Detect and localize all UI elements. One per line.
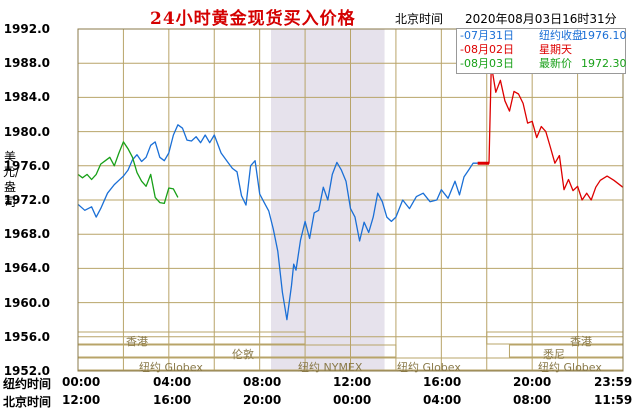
y-tick-label: 1968.0: [3, 227, 50, 242]
x-axis-beijing-label: 北京时间: [3, 395, 52, 409]
x-tick-label: 20:00: [513, 375, 552, 389]
legend-row-jul31: -07月31日 纽约收盘 1976.10: [457, 29, 627, 43]
chart-legend: -07月31日 纽约收盘 1976.10 -08月02日 星期天 -08月03日…: [456, 28, 627, 74]
series-line-1: [477, 64, 624, 201]
market-label-newyork-nymex: 纽约 NYMEX: [298, 361, 363, 374]
y-tick-label: 1980.0: [3, 124, 50, 139]
y-tick-label: 1956.0: [3, 329, 50, 344]
price-series: [77, 64, 624, 321]
series-line-2: [77, 141, 179, 205]
y-tick-label: 1952.0: [3, 364, 50, 378]
x-axis-beijing-row: 北京时间 12:00 16:00 20:00 00:00 04:00 08:00…: [0, 393, 637, 409]
x-tick-label: 12:00: [62, 393, 101, 407]
x-tick-label: 16:00: [423, 375, 462, 389]
y-tick-label: 1964.0: [3, 261, 50, 276]
x-axis-newyork-row: 纽约时间 00:00 04:00 08:00 12:00 16:00 20:00…: [0, 375, 637, 391]
legend-date: -08月02日: [460, 43, 514, 56]
market-label-london: 伦敦: [232, 348, 254, 361]
chart-title: 24小时黄金现货买入价格: [150, 9, 356, 29]
y-tick-label: 1976.0: [3, 158, 50, 173]
y-tick-label: 1984.0: [3, 90, 50, 105]
legend-date: -08月03日: [460, 57, 514, 70]
x-tick-label: 04:00: [153, 375, 192, 389]
x-tick-label: 00:00: [333, 393, 372, 407]
update-timestamp: 2020年08月03日16时31分: [465, 12, 617, 26]
x-tick-label: 23:59: [594, 375, 633, 389]
x-tick-label: 04:00: [423, 393, 462, 407]
market-label-newyork-globex: 纽约 Globex: [538, 361, 602, 374]
x-tick-label: 08:00: [513, 393, 552, 407]
x-tick-label: 00:00: [62, 375, 101, 389]
legend-name: 纽约收盘: [539, 29, 583, 42]
market-label-hongkong: 香港: [570, 335, 592, 348]
x-axis-newyork-label: 纽约时间: [3, 377, 52, 391]
legend-date: -07月31日: [460, 29, 514, 42]
x-tick-label: 08:00: [243, 375, 282, 389]
series-line-0: [77, 124, 478, 321]
market-label-newyork-globex: 纽约 Globex: [397, 361, 461, 374]
market-label-sydney: 悉尼: [543, 348, 565, 361]
legend-name: 最新价: [539, 57, 572, 70]
plot-frame: [77, 28, 624, 372]
legend-value: 1972.30: [581, 57, 627, 70]
x-tick-label: 12:00: [333, 375, 372, 389]
y-tick-label: 1972.0: [3, 193, 50, 207]
x-tick-label: 11:59: [594, 393, 633, 407]
beijing-time-label: 北京时间: [395, 12, 444, 26]
y-tick-label: 1988.0: [3, 56, 50, 71]
market-label-newyork-globex: 纽约 Globex: [139, 361, 203, 374]
y-axis-label: 美元/盎司: [3, 150, 20, 209]
legend-value: 1976.10: [581, 29, 627, 42]
legend-name: 星期天: [539, 43, 572, 56]
x-tick-label: 20:00: [243, 393, 282, 407]
legend-row-aug03: -08月03日 最新价 1972.30: [457, 57, 627, 71]
x-tick-label: 16:00: [153, 393, 192, 407]
y-tick-label: 1992.0: [3, 22, 50, 36]
y-tick-label: 1960.0: [3, 295, 50, 310]
legend-row-aug02: -08月02日 星期天: [457, 43, 625, 57]
market-label-hongkong: 香港: [126, 335, 148, 348]
